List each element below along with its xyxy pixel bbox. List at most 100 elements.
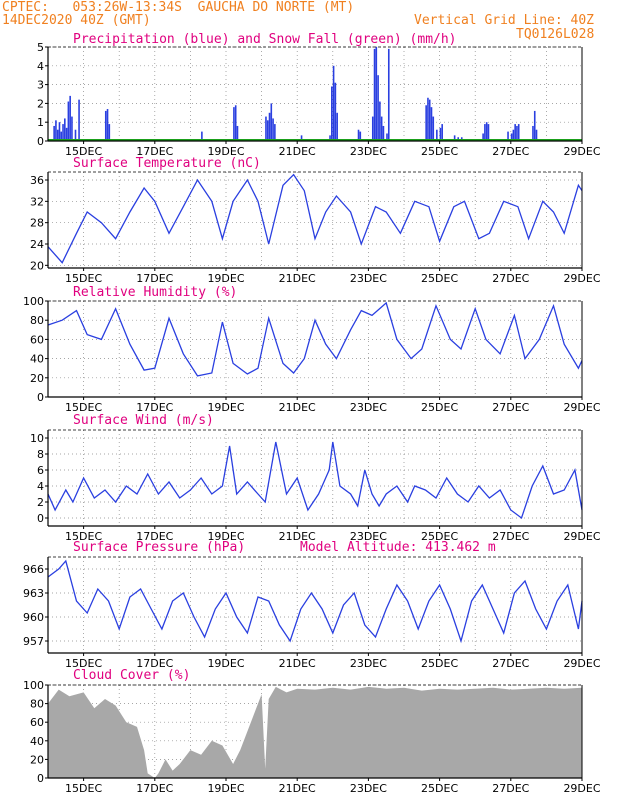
pres-xtick-label: 27DEC bbox=[492, 657, 529, 670]
rh-ytick-label: 20 bbox=[30, 372, 44, 385]
precip-bar bbox=[359, 131, 362, 141]
precip-bar bbox=[55, 120, 57, 141]
cloud-cover-area bbox=[48, 686, 582, 778]
pres-xtick-label: 15DEC bbox=[65, 657, 102, 670]
rh-ytick-label: 0 bbox=[37, 391, 44, 404]
precip-bar bbox=[201, 131, 203, 141]
precip-bar bbox=[74, 129, 77, 141]
temp-xtick-label: 21DEC bbox=[279, 272, 316, 285]
rh-xtick-label: 29DEC bbox=[563, 401, 600, 414]
rh-xtick-label: 19DEC bbox=[207, 401, 244, 414]
precip-bar bbox=[535, 129, 538, 141]
precip-bar bbox=[62, 124, 64, 141]
cloud-xtick-label: 25DEC bbox=[421, 782, 458, 795]
precip-bar bbox=[482, 133, 484, 141]
precip-bar bbox=[78, 99, 80, 141]
precip-bar bbox=[71, 116, 73, 141]
model-code: TQ0126L028 bbox=[516, 27, 595, 42]
precip-bar bbox=[425, 105, 427, 141]
precip-bar bbox=[272, 118, 274, 141]
precip-bar bbox=[331, 86, 333, 141]
wind-series-line bbox=[47, 441, 583, 520]
rh-ytick-label: 100 bbox=[23, 295, 44, 308]
wind-xtick-label: 29DEC bbox=[563, 530, 600, 543]
wind-xtick-label: 19DEC bbox=[207, 530, 244, 543]
precip-bar bbox=[436, 129, 438, 141]
temp-xtick-label: 29DEC bbox=[563, 272, 600, 285]
precip-xtick-label: 15DEC bbox=[65, 145, 102, 158]
precip-bar bbox=[53, 125, 55, 141]
precip-bar bbox=[233, 107, 235, 141]
precip-ytick-label: 4 bbox=[37, 60, 44, 73]
cloud-ytick-label: 20 bbox=[30, 753, 44, 766]
precip-bar bbox=[453, 135, 456, 141]
rh-xtick-label: 17DEC bbox=[136, 401, 173, 414]
precip-bar bbox=[533, 110, 536, 141]
precip-xtick-label: 17DEC bbox=[136, 145, 173, 158]
precip-bar bbox=[441, 124, 443, 141]
precip-bar bbox=[427, 97, 429, 141]
cloud-xtick-label: 15DEC bbox=[65, 782, 102, 795]
wind-ytick-label: 0 bbox=[37, 512, 44, 525]
wind-ytick-label: 8 bbox=[37, 448, 44, 461]
precip-bar bbox=[234, 105, 237, 141]
pres-xtick-label: 21DEC bbox=[279, 657, 316, 670]
precip-bar bbox=[106, 109, 109, 141]
precip-panel: 0 1 2 3 4 5 15DEC 17DEC 19DEC 21DEC 23DEC 25DEC 27DE… bbox=[37, 32, 601, 158]
pres-xtick-label: 25DEC bbox=[421, 657, 458, 670]
pres-subtitle: Model Altitude: 413.462 m bbox=[300, 540, 496, 555]
wind-ytick-label: 4 bbox=[37, 480, 44, 493]
run-date: 14DEC2020 40Z (GMT) bbox=[2, 13, 151, 28]
cloud-ytick-label: 40 bbox=[30, 735, 44, 748]
wind-ytick-label: 2 bbox=[37, 496, 44, 509]
wind-xtick-label: 15DEC bbox=[65, 530, 102, 543]
cloud-ytick-label: 60 bbox=[30, 716, 44, 729]
rh-xtick-label: 23DEC bbox=[350, 401, 387, 414]
cloud-xtick-label: 27DEC bbox=[492, 782, 529, 795]
precip-bar bbox=[58, 122, 61, 141]
precip-bar bbox=[265, 116, 267, 141]
precip-bar bbox=[484, 124, 486, 141]
precip-bar bbox=[382, 125, 385, 141]
precip-bar bbox=[67, 101, 70, 141]
precip-bar bbox=[430, 107, 433, 141]
rh-ytick-label: 60 bbox=[30, 333, 44, 346]
precip-bar bbox=[379, 101, 381, 141]
cloud-ytick-label: 100 bbox=[23, 679, 44, 692]
precip-bar bbox=[266, 120, 269, 141]
rh-panel: 0 20 40 60 80 100 15DEC 17DEC 19DEC 21DEC 23DEC 25D… bbox=[23, 285, 601, 414]
pres-xtick-label: 17DEC bbox=[136, 657, 173, 670]
precip-xtick-label: 29DEC bbox=[563, 145, 600, 158]
precip-title: Precipitation (blue) and Snow Fall (gree… bbox=[73, 32, 457, 47]
pres-series-line bbox=[47, 559, 583, 644]
cloud-panel: 0 20 40 60 80 100 15DEC 17DEC 19DEC 21DEC 23DEC 25D… bbox=[23, 668, 601, 795]
precip-bar bbox=[56, 129, 59, 141]
temp-series-line bbox=[47, 173, 583, 264]
wind-xtick-label: 23DEC bbox=[350, 530, 387, 543]
temp-ytick-label: 28 bbox=[30, 217, 44, 230]
precip-bar bbox=[334, 82, 337, 141]
precip-bar bbox=[485, 122, 488, 141]
precip-bar bbox=[439, 127, 442, 141]
precip-bar bbox=[380, 116, 383, 141]
precip-bar bbox=[532, 125, 534, 141]
pres-xtick-label: 29DEC bbox=[563, 657, 600, 670]
pres-xtick-label: 19DEC bbox=[207, 657, 244, 670]
precip-bar bbox=[300, 135, 303, 141]
wind-xtick-label: 27DEC bbox=[492, 530, 529, 543]
precip-bar bbox=[104, 110, 107, 141]
precip-bar bbox=[387, 48, 390, 141]
pres-panel: 957 960 963 966 15DEC 17DEC 19DEC 21DEC 23DEC 25D… bbox=[23, 540, 601, 670]
rh-xtick-label: 21DEC bbox=[279, 401, 316, 414]
temp-xtick-label: 17DEC bbox=[136, 272, 173, 285]
temp-ytick-label: 24 bbox=[30, 238, 44, 251]
wind-xtick-label: 21DEC bbox=[279, 530, 316, 543]
precip-bar bbox=[268, 112, 271, 141]
wind-xtick-label: 17DEC bbox=[136, 530, 173, 543]
precip-xtick-label: 27DEC bbox=[492, 145, 529, 158]
temp-panel: 20 24 28 32 36 15DEC 17DEC 19DEC 21DEC 23DEC 25DEC… bbox=[30, 156, 601, 285]
pres-ytick-label: 966 bbox=[23, 563, 44, 576]
cloud-xtick-label: 17DEC bbox=[136, 782, 173, 795]
precip-ytick-label: 5 bbox=[37, 41, 44, 54]
precip-bar bbox=[69, 95, 71, 141]
